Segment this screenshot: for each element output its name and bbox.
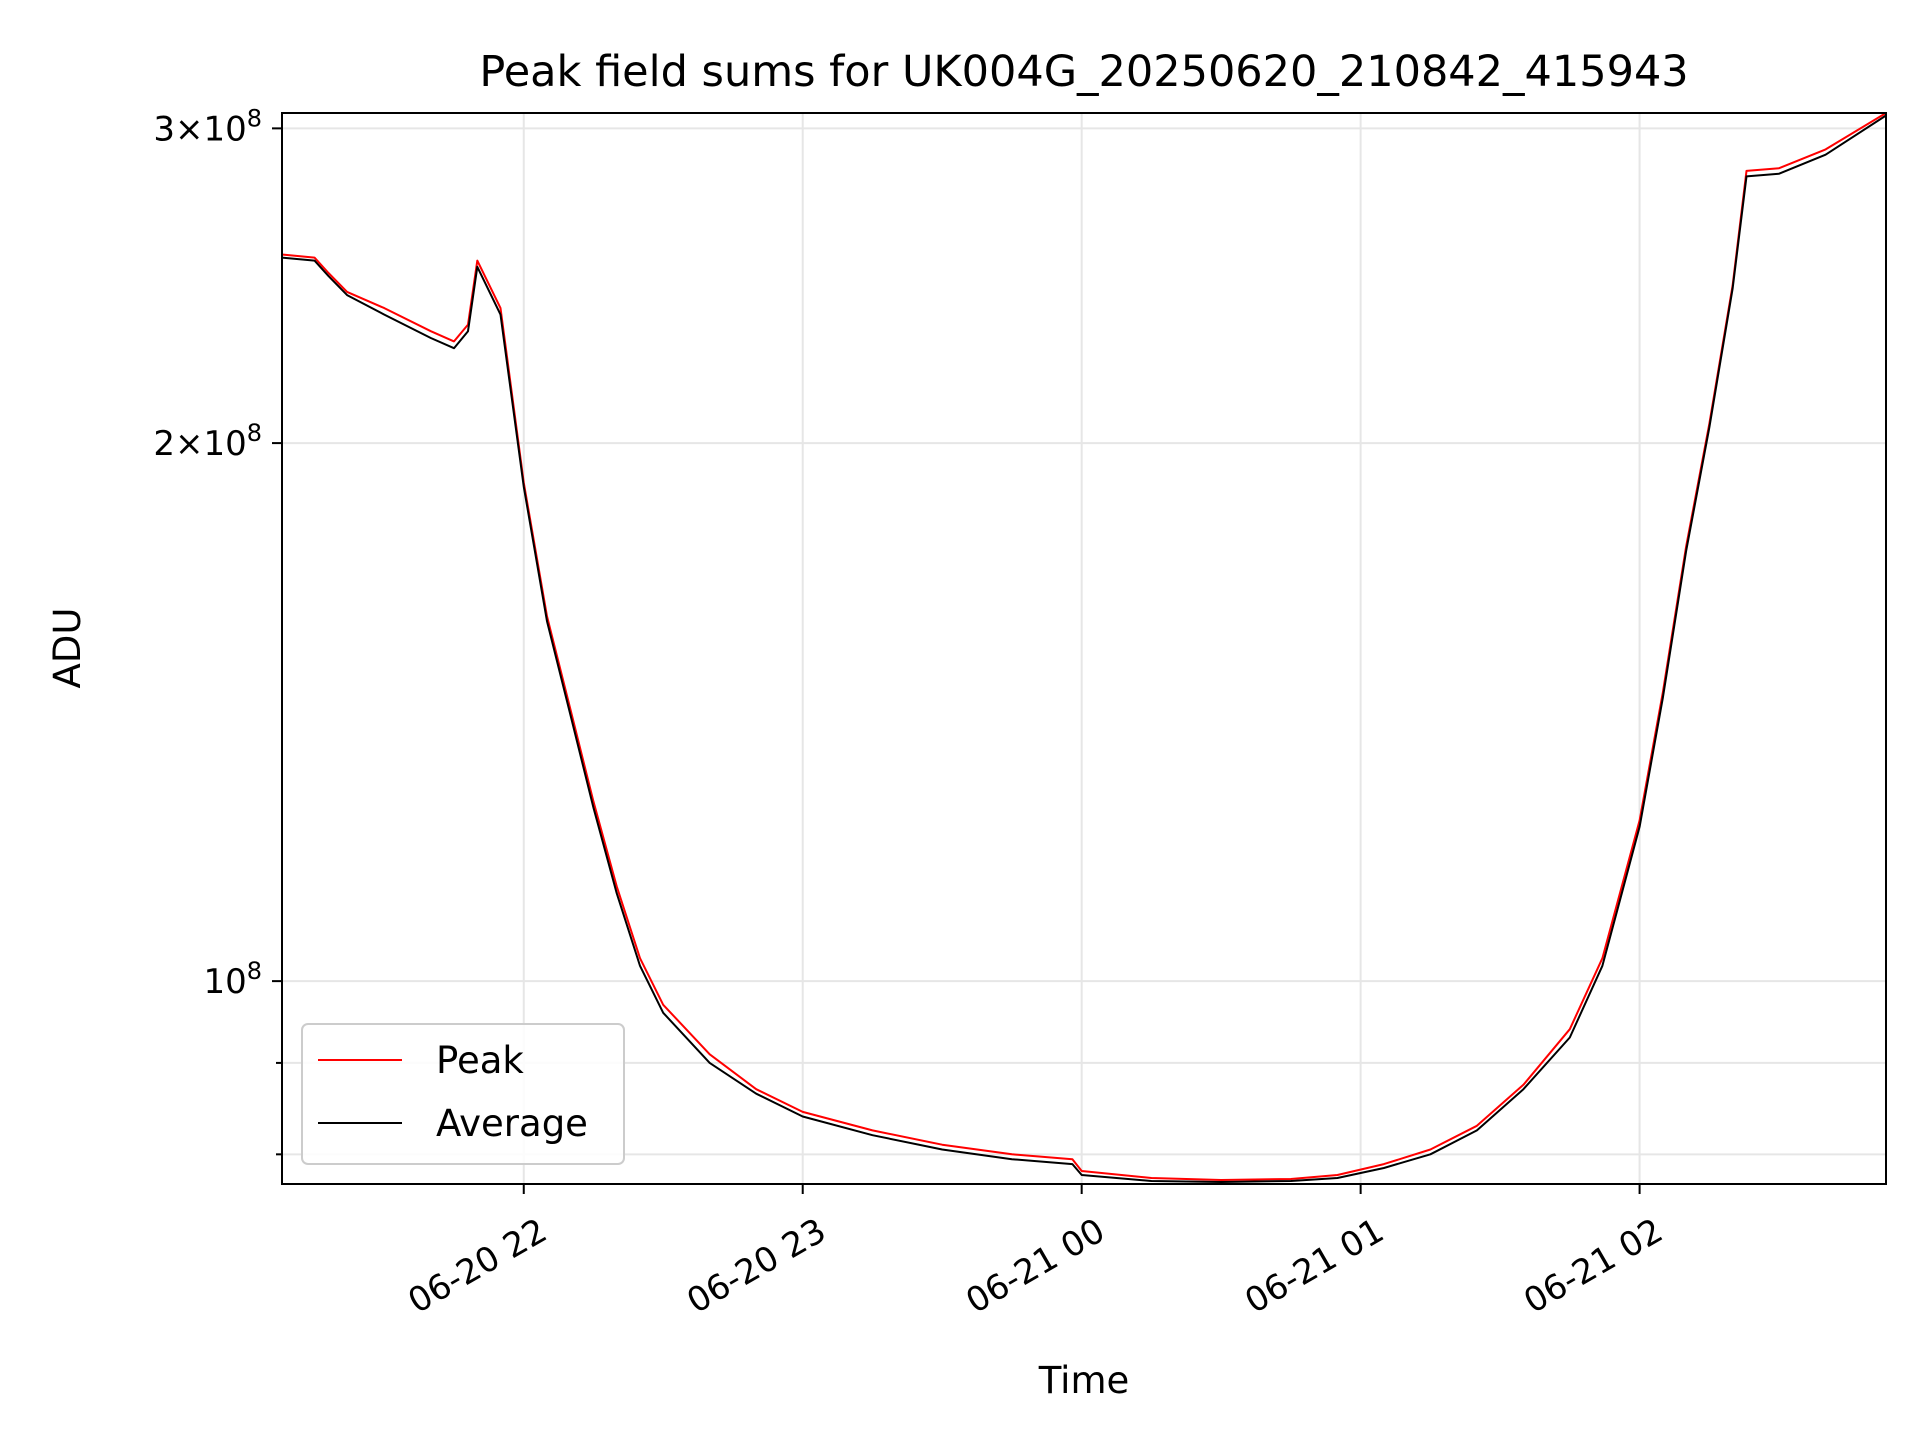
grid-lines [282, 113, 1886, 1184]
x-tick-label: 06-20 22 [401, 1211, 553, 1322]
x-axis-ticks: 06-20 22 06-20 23 06-21 00 06-21 01 06-21 02 [401, 1184, 1670, 1322]
y-axis-ticks: 3×108 2×108 108 [153, 104, 282, 1156]
y-tick-label: 3×108 [153, 104, 262, 149]
legend-label-peak: Peak [436, 1039, 524, 1082]
legend: Peak Average [301, 1023, 625, 1165]
series-line-average [281, 114, 1887, 1183]
x-tick-label: 06-21 00 [959, 1211, 1111, 1322]
series-lines [281, 112, 1887, 1183]
y-axis-label: ADU [46, 608, 89, 689]
x-tick-label: 06-21 02 [1517, 1211, 1669, 1322]
series-line-peak [281, 112, 1887, 1181]
x-axis-label: Time [1038, 1359, 1130, 1402]
x-tick-label: 06-20 23 [680, 1211, 832, 1322]
y-tick-label: 108 [203, 957, 262, 1002]
y-tick-label: 2×108 [153, 419, 262, 464]
chart-title: Peak field sums for UK004G_20250620_2108… [479, 47, 1688, 97]
plot-frame [281, 112, 1887, 1185]
x-tick-label: 06-21 01 [1238, 1211, 1390, 1322]
legend-label-average: Average [436, 1102, 588, 1145]
